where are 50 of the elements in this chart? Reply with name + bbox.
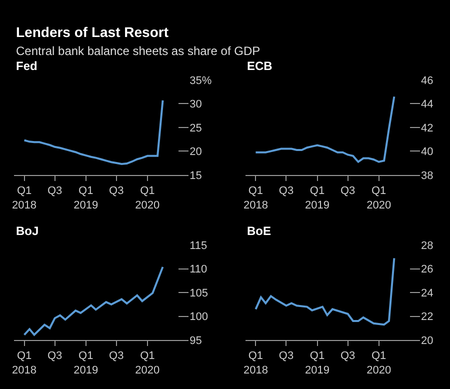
line-series: [254, 257, 396, 326]
y-tick-label: 115: [190, 240, 208, 252]
y-tick-label: 95: [190, 334, 202, 347]
x-tick-label: Q1 2019: [74, 350, 98, 376]
y-tick-label: 44: [421, 98, 434, 111]
y-tick-label: 30: [190, 98, 202, 111]
y-tick-label: 20: [421, 334, 434, 347]
text: Lenders of Last Resort: [16, 24, 169, 40]
chart-title: BoE: [247, 224, 271, 238]
y-tick-label: 15: [190, 170, 202, 182]
x-tick-label: Q1 2020: [366, 350, 392, 376]
x-tick-label: Q3: [109, 350, 124, 362]
y-tick-label: 20: [190, 146, 202, 158]
y-tick-label: 42: [421, 122, 434, 134]
x-tick-label: Q1 2018: [243, 350, 268, 376]
y-tick-label: 110: [190, 264, 208, 276]
x-tick-label: Q1 2019: [305, 350, 330, 376]
chart-title: Fed: [16, 59, 38, 73]
y-tick-label: 25: [190, 122, 202, 134]
line-series: [23, 266, 164, 336]
y-tick-label: 40: [421, 146, 434, 158]
x-tick-label: Q3: [278, 185, 294, 198]
x-tick-label: Q3: [47, 185, 62, 198]
x-tick-label: Q1 2020: [135, 350, 160, 376]
x-tick-label: Q1 2020: [366, 185, 392, 212]
x-tick-label: Q1 2019: [305, 185, 330, 212]
y-tick-label: 24: [421, 287, 434, 300]
x-tick-label: Q1 2019: [74, 185, 98, 212]
chart-title: ECB: [247, 59, 273, 73]
x-tick-label: Q3: [278, 350, 294, 362]
x-tick-label: Q3: [47, 350, 62, 362]
y-tick-label: 100: [190, 311, 208, 324]
x-tick-label: Q3: [340, 350, 356, 362]
y-tick-label: 28: [421, 240, 434, 252]
line-series: [23, 99, 164, 165]
line-series: [254, 96, 396, 163]
x-tick-label: Q1 2018: [12, 185, 37, 212]
y-tick-label: 22: [421, 311, 434, 324]
x-tick-label: Q1 2018: [243, 185, 268, 212]
x-tick-label: Q1 2018: [12, 350, 37, 376]
x-tick-label: Q3: [340, 185, 356, 198]
chart-title: BoJ: [16, 224, 39, 238]
y-tick-label: 38: [421, 170, 434, 182]
x-tick-label: Q3: [109, 185, 124, 198]
x-tick-label: Q1 2020: [135, 185, 160, 212]
text: Central bank balance sheets as share of GDP: [16, 44, 260, 58]
y-tick-label: 26: [421, 264, 434, 276]
y-tick-label: 35%: [190, 74, 212, 87]
y-tick-label: 105: [190, 287, 208, 300]
y-tick-label: 46: [421, 74, 434, 87]
